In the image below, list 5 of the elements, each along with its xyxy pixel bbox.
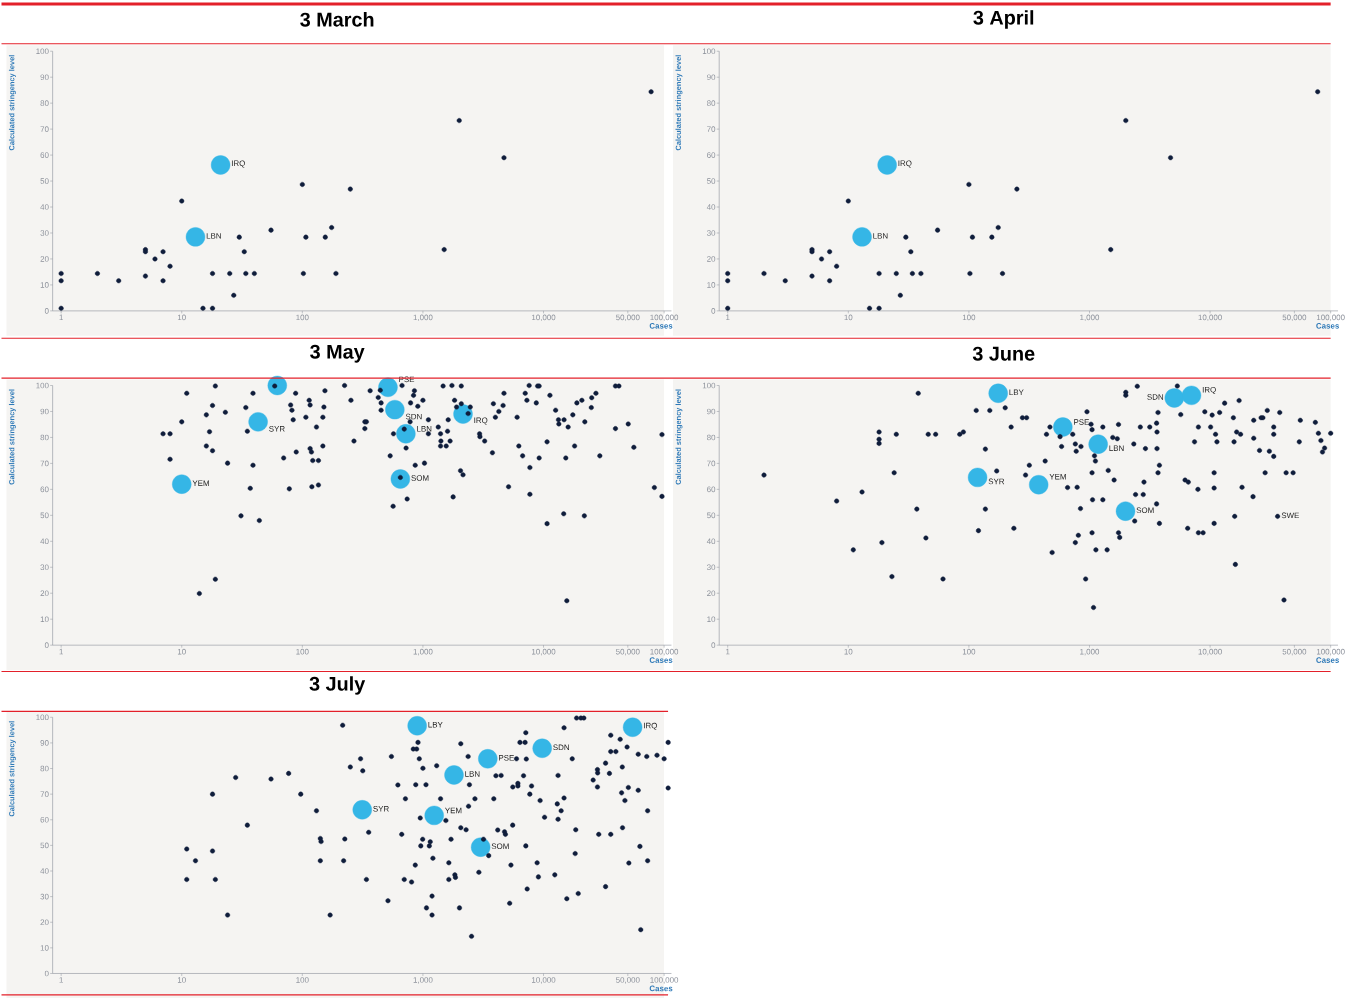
chart-title: 3 July [309, 676, 366, 695]
chart-title: 3 April [973, 10, 1034, 29]
chart-title: 3 March [300, 11, 374, 27]
chart-title: 3 May [310, 344, 365, 363]
chart-title: 3 June [972, 346, 1035, 361]
